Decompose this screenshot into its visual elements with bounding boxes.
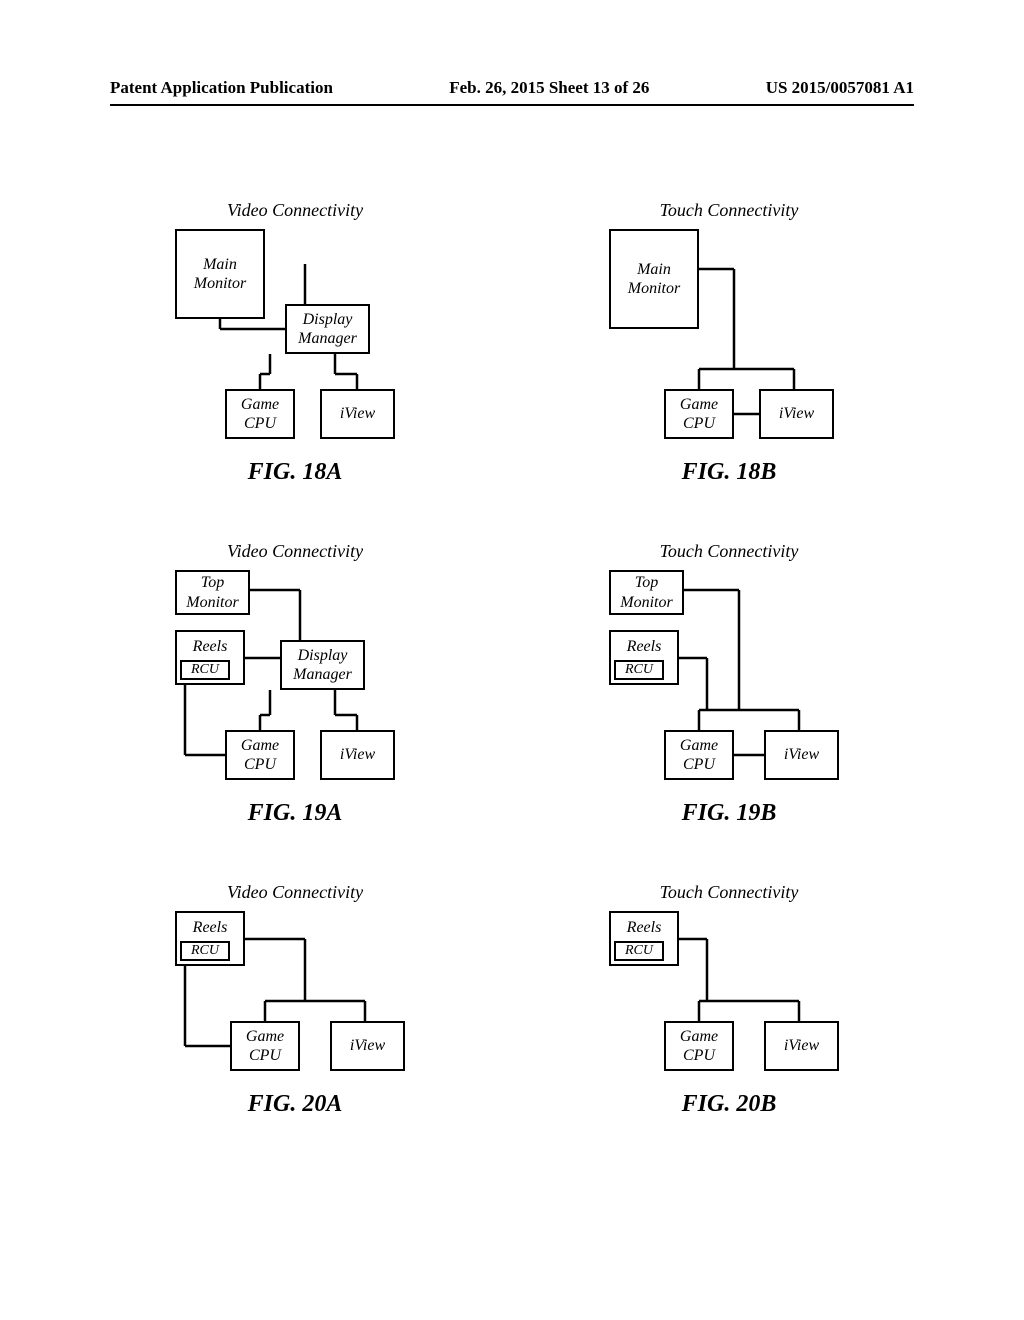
iview-box: iView xyxy=(764,1021,839,1071)
box-label: RCU xyxy=(625,943,653,960)
figure-row: Video Connectivity Reels RCU GameCPU iVi… xyxy=(95,882,929,1118)
diagram: Reels RCU GameCPU iView xyxy=(165,911,425,1081)
diagram: MainMonitor DisplayManager GameCPU iView xyxy=(165,229,425,449)
figure-caption: FIG. 18A xyxy=(248,459,343,486)
figure-title: Video Connectivity xyxy=(227,541,363,562)
figure-grid: Video Connectivity MainMonitor DisplayMa… xyxy=(0,200,1024,1173)
figure-caption: FIG. 19A xyxy=(248,800,343,827)
reels-box: Reels RCU xyxy=(609,630,679,685)
box-label: DisplayManager xyxy=(293,646,352,684)
figure-title: Touch Connectivity xyxy=(660,882,799,903)
main-monitor-box: MainMonitor xyxy=(609,229,699,329)
box-label: RCU xyxy=(191,943,219,960)
box-label: iView xyxy=(340,404,375,423)
figure-row: Video Connectivity MainMonitor DisplayMa… xyxy=(95,200,929,486)
box-label: Reels xyxy=(193,637,228,656)
figure-20b: Touch Connectivity Reels RCU GameCPU iVi… xyxy=(529,882,929,1118)
rcu-box: RCU xyxy=(614,660,664,680)
reels-box: Reels RCU xyxy=(609,911,679,966)
iview-box: iView xyxy=(330,1021,405,1071)
box-label: TopMonitor xyxy=(620,573,672,611)
box-label: iView xyxy=(340,745,375,764)
game-cpu-box: GameCPU xyxy=(664,389,734,439)
figure-caption: FIG. 20A xyxy=(248,1091,343,1118)
top-monitor-box: TopMonitor xyxy=(609,570,684,615)
game-cpu-box: GameCPU xyxy=(664,730,734,780)
diagram: TopMonitor Reels RCU GameCPU iView xyxy=(599,570,859,790)
box-label: TopMonitor xyxy=(186,573,238,611)
figure-title: Video Connectivity xyxy=(227,200,363,221)
top-monitor-box: TopMonitor xyxy=(175,570,250,615)
box-label: GameCPU xyxy=(246,1027,284,1065)
rcu-box: RCU xyxy=(180,941,230,961)
box-label: GameCPU xyxy=(241,395,279,433)
diagram: Reels RCU GameCPU iView xyxy=(599,911,859,1081)
header-center: Feb. 26, 2015 Sheet 13 of 26 xyxy=(449,78,649,98)
figure-19b: Touch Connectivity TopMonitor Reels RCU xyxy=(529,541,929,827)
display-manager-box: DisplayManager xyxy=(280,640,365,690)
iview-box: iView xyxy=(320,730,395,780)
box-label: MainMonitor xyxy=(194,255,246,293)
game-cpu-box: GameCPU xyxy=(225,730,295,780)
box-label: iView xyxy=(784,745,819,764)
figure-caption: FIG. 18B xyxy=(682,459,777,486)
iview-box: iView xyxy=(759,389,834,439)
box-label: GameCPU xyxy=(680,736,718,774)
box-label: RCU xyxy=(625,662,653,679)
figure-20a: Video Connectivity Reels RCU GameCPU iVi… xyxy=(95,882,495,1118)
game-cpu-box: GameCPU xyxy=(225,389,295,439)
figure-row: Video Connectivity TopMonitor xyxy=(95,541,929,827)
main-monitor-box: MainMonitor xyxy=(175,229,265,319)
iview-box: iView xyxy=(764,730,839,780)
box-label: MainMonitor xyxy=(628,260,680,298)
game-cpu-box: GameCPU xyxy=(664,1021,734,1071)
box-label: Reels xyxy=(193,918,228,937)
box-label: GameCPU xyxy=(680,1027,718,1065)
iview-box: iView xyxy=(320,389,395,439)
header-left: Patent Application Publication xyxy=(110,78,333,98)
rcu-box: RCU xyxy=(180,660,230,680)
box-label: DisplayManager xyxy=(298,310,357,348)
reels-box: Reels RCU xyxy=(175,911,245,966)
box-label: GameCPU xyxy=(680,395,718,433)
reels-box: Reels RCU xyxy=(175,630,245,685)
diagram: TopMonitor Reels RCU DisplayManager Game… xyxy=(165,570,425,790)
figure-caption: FIG. 19B xyxy=(682,800,777,827)
figure-title: Touch Connectivity xyxy=(660,541,799,562)
header-right: US 2015/0057081 A1 xyxy=(766,78,914,98)
box-label: iView xyxy=(779,404,814,423)
figure-title: Touch Connectivity xyxy=(660,200,799,221)
figure-title: Video Connectivity xyxy=(227,882,363,903)
rcu-box: RCU xyxy=(614,941,664,961)
figure-caption: FIG. 20B xyxy=(682,1091,777,1118)
figure-18a: Video Connectivity MainMonitor DisplayMa… xyxy=(95,200,495,486)
box-label: Reels xyxy=(627,637,662,656)
game-cpu-box: GameCPU xyxy=(230,1021,300,1071)
box-label: iView xyxy=(350,1036,385,1055)
figure-18b: Touch Connectivity MainMonitor GameCPU i… xyxy=(529,200,929,486)
figure-19a: Video Connectivity TopMonitor xyxy=(95,541,495,827)
box-label: iView xyxy=(784,1036,819,1055)
box-label: RCU xyxy=(191,662,219,679)
display-manager-box: DisplayManager xyxy=(285,304,370,354)
diagram: MainMonitor GameCPU iView xyxy=(599,229,859,449)
box-label: GameCPU xyxy=(241,736,279,774)
page-header: Patent Application Publication Feb. 26, … xyxy=(0,78,1024,98)
box-label: Reels xyxy=(627,918,662,937)
header-rule xyxy=(110,104,914,106)
